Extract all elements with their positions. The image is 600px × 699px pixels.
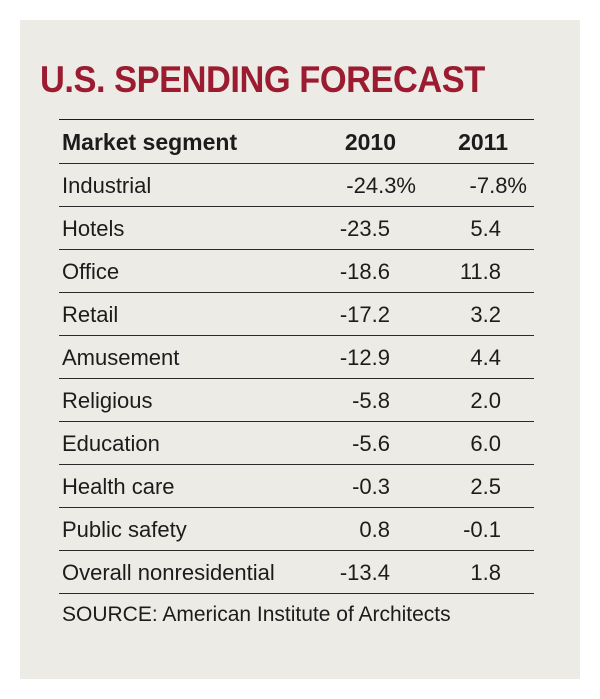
- value-2010: -13.4: [339, 560, 390, 585]
- value-2010: -17.2: [339, 302, 390, 327]
- source-row: SOURCE: American Institute of Architects: [59, 593, 534, 633]
- value-2011: 3.2: [470, 302, 501, 327]
- value-2010: -5.8: [352, 388, 390, 413]
- column-header-2010: 2010: [344, 129, 396, 155]
- value-2010: -5.6: [352, 431, 390, 456]
- value-2011: -0.1: [463, 517, 501, 542]
- forecast-table: Market segment 2010 2011 Industrial -24.…: [59, 119, 534, 633]
- value-2011: 2.0: [470, 388, 501, 413]
- value-2010: -12.9: [339, 345, 390, 370]
- table-row: Overall nonresidential -13.4 1.8: [59, 550, 534, 593]
- value-2011: 2.5: [470, 474, 501, 499]
- value-2011: 5.4: [470, 216, 501, 241]
- table-header-row: Market segment 2010 2011: [59, 119, 534, 163]
- value-2011: 6.0: [470, 431, 501, 456]
- column-header-segment: Market segment: [62, 129, 238, 155]
- segment-label: Education: [62, 431, 160, 456]
- segment-label: Religious: [62, 388, 153, 413]
- value-2010: -18.6: [339, 259, 390, 284]
- table-row: Office -18.6 11.8: [59, 249, 534, 292]
- segment-label: Retail: [62, 302, 119, 327]
- segment-label: Industrial: [62, 173, 152, 198]
- segment-label: Amusement: [62, 345, 180, 370]
- value-2011: 1.8: [470, 560, 501, 585]
- segment-label: Hotels: [62, 216, 125, 241]
- table-row: Retail -17.2 3.2: [59, 292, 534, 335]
- value-2010: 0.8: [359, 517, 390, 542]
- value-2011: 4.4: [470, 345, 501, 370]
- forecast-panel: [20, 20, 580, 679]
- segment-label: Public safety: [62, 517, 187, 542]
- segment-label: Health care: [62, 474, 175, 499]
- table-row: Hotels -23.5 5.4: [59, 206, 534, 249]
- value-2011: -7.8%: [469, 173, 527, 198]
- segment-label: Office: [62, 259, 120, 284]
- value-2010: -24.3%: [346, 173, 416, 198]
- source-note: SOURCE: American Institute of Architects: [62, 603, 451, 626]
- column-header-2011: 2011: [458, 129, 508, 155]
- table-row: Health care -0.3 2.5: [59, 464, 534, 507]
- table-row: Education -5.6 6.0: [59, 421, 534, 464]
- page-title: U.S. SPENDING FORECAST: [40, 59, 485, 100]
- table-row: Public safety 0.8 -0.1: [59, 507, 534, 550]
- table-row: Amusement -12.9 4.4: [59, 335, 534, 378]
- table-row: Industrial -24.3% -7.8%: [59, 163, 534, 206]
- value-2011: 11.8: [459, 259, 501, 284]
- value-2010: -0.3: [352, 474, 390, 499]
- value-2010: -23.5: [339, 216, 390, 241]
- segment-label: Overall nonresidential: [62, 560, 275, 585]
- table-row: Religious -5.8 2.0: [59, 378, 534, 421]
